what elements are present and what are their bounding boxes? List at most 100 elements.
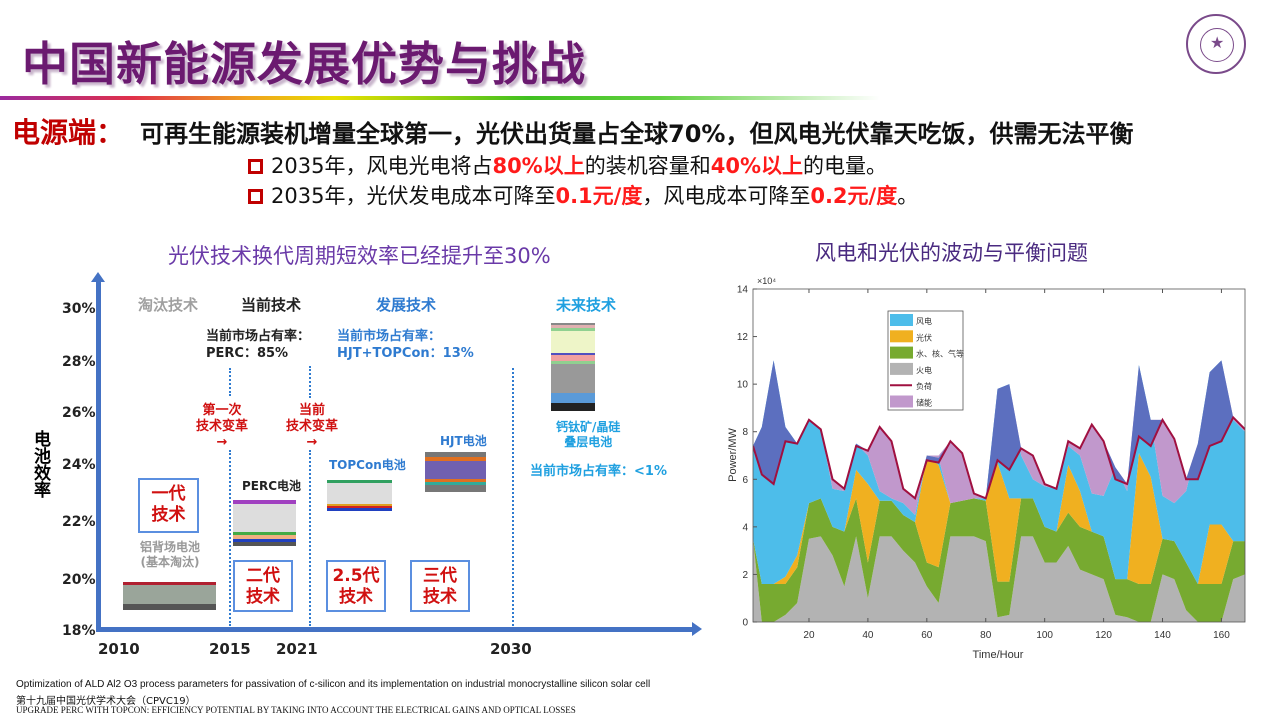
highlight: 0.2元/度 <box>810 184 898 208</box>
gen-box-2: 二代 技术 <box>233 560 293 612</box>
y-tick-label: 12 <box>737 332 749 343</box>
x-axis <box>96 627 694 632</box>
gen-box-2-5: 2.5代 技术 <box>326 560 386 612</box>
legend-swatch <box>890 330 913 343</box>
legend-swatch <box>890 362 913 375</box>
era-future: 未来技术 <box>556 296 617 314</box>
page-title: 中国新能源发展优势与挑战 <box>22 37 586 91</box>
y-tick-label: 6 <box>742 475 748 486</box>
y-tick: 22% <box>62 514 96 530</box>
x-tick-label: 120 <box>1095 630 1112 641</box>
legend-swatch <box>890 346 913 359</box>
text: 2035年，风电光电将占 <box>271 154 493 178</box>
legend-label: 负荷 <box>916 381 932 391</box>
x-axis-label: Time/Hour <box>973 649 1024 661</box>
area-surplus <box>753 360 1245 499</box>
bullet-1: 2035年，风电光电将占80%以上的装机容量和40%以上的电量。 <box>248 150 887 180</box>
y-tick-label: 4 <box>742 522 748 533</box>
headline-key: 电源端： <box>12 116 125 149</box>
divider-2015 <box>229 450 231 626</box>
text: 的装机容量和 <box>584 154 711 178</box>
highlight: 40%以上 <box>710 154 803 178</box>
x-tick-label: 100 <box>1036 630 1053 641</box>
bsf-cell-image <box>123 582 216 610</box>
x-tick-label: 160 <box>1213 630 1230 641</box>
y-tick: 28% <box>62 354 96 370</box>
gradient-divider <box>0 96 880 100</box>
gen-box-1: 一代 技术 <box>138 478 199 533</box>
arrow-right-icon <box>692 622 702 636</box>
topcon-cell-image <box>327 480 392 511</box>
left-subtitle: 光伏技术换代周期短效率已经提升至30% <box>168 244 551 268</box>
revolution-current: 当前 技术变革 → <box>286 403 339 450</box>
market-share-developing: 当前市场占有率： HJT+TOPCon：13% <box>337 329 474 361</box>
x-tick: 2030 <box>490 640 532 658</box>
y-axis <box>96 280 101 632</box>
legend-label: 火电 <box>916 365 932 375</box>
y-tick: 24% <box>62 457 96 473</box>
x-tick: 2021 <box>276 640 318 658</box>
legend-swatch <box>890 314 913 326</box>
legend-label: 风电 <box>916 316 932 326</box>
tandem-cell-image <box>551 323 595 411</box>
revolution-first: 第一次 技术变革 → <box>196 403 249 450</box>
x-tick: 2010 <box>98 640 140 658</box>
legend-label: 储能 <box>916 398 932 408</box>
topcon-cell-label: TOPCon电池 <box>329 458 406 472</box>
plot-frame <box>752 288 1246 623</box>
divider-2021 <box>309 450 311 626</box>
perc-cell-label: PERC电池 <box>242 479 302 493</box>
area-风电 <box>753 360 1245 584</box>
university-logo: ★ <box>1186 14 1246 74</box>
area-光伏 <box>753 453 1245 584</box>
load-line <box>753 415 1245 501</box>
legend-label: 光伏 <box>916 332 932 342</box>
x-tick: 2015 <box>209 640 251 658</box>
y-tick: 26% <box>62 405 96 421</box>
text: ，风电成本可降至 <box>642 184 811 208</box>
era-developing: 发展技术 <box>376 296 437 314</box>
tandem-cell-label: 钙钛矿/晶硅 叠层电池 <box>556 420 621 449</box>
area-水、核、气等 <box>753 498 1245 622</box>
y-tick: 30% <box>62 301 96 317</box>
gen-box-3: 三代 技术 <box>410 560 470 612</box>
y-tick: 18% <box>62 623 96 639</box>
x-tick-label: 140 <box>1154 630 1171 641</box>
area-储能 <box>753 360 1245 515</box>
hjt-cell-label: HJT电池 <box>440 434 487 448</box>
y-multiplier: ×10⁴ <box>757 276 776 286</box>
market-share-future: 当前市场占有率：<1% <box>530 464 667 479</box>
square-bullet-icon <box>248 159 263 174</box>
footer-ref-2: 第十九届中国光伏学术大会（CPVC19） <box>16 696 196 707</box>
divider-2015 <box>229 368 231 396</box>
era-current: 当前技术 <box>241 296 302 314</box>
y-tick: 20% <box>62 572 96 588</box>
y-tick-label: 8 <box>742 427 748 438</box>
legend-swatch <box>890 395 913 408</box>
legend-box <box>887 310 964 411</box>
x-tick-label: 60 <box>921 630 933 641</box>
y-tick-label: 10 <box>737 380 749 391</box>
divider-2030 <box>512 368 514 626</box>
headline-text: 可再生能源装机增量全球第一，光伏出货量占全球70%，但风电光伏靠天吃饭，供需无法… <box>140 120 1134 148</box>
text: 。 <box>897 184 919 208</box>
y-axis-title: 电池效率 <box>30 430 50 498</box>
highlight: 0.1元/度 <box>555 184 643 208</box>
footer-ref-1: Optimization of ALD Al2 O3 process param… <box>16 679 651 690</box>
right-subtitle: 风电和光伏的波动与平衡问题 <box>815 241 1088 265</box>
market-share-current: 当前市场占有率： PERC：85% <box>206 329 311 361</box>
y-tick-label: 0 <box>742 618 748 629</box>
text: 2035年，光伏发电成本可降至 <box>271 184 556 208</box>
square-bullet-icon <box>248 189 263 204</box>
arrow-up-icon <box>91 272 105 282</box>
legend-label: 水、核、气等 <box>916 349 964 359</box>
divider-2021 <box>309 366 311 398</box>
hjt-cell-image <box>425 452 486 492</box>
era-obsolete: 淘汰技术 <box>138 296 199 314</box>
bsf-cell-label: 铝背场电池 (基本淘汰) <box>140 540 201 569</box>
area-火电 <box>753 536 1245 622</box>
text: 的电量。 <box>802 154 887 178</box>
perc-cell-image <box>233 500 296 546</box>
